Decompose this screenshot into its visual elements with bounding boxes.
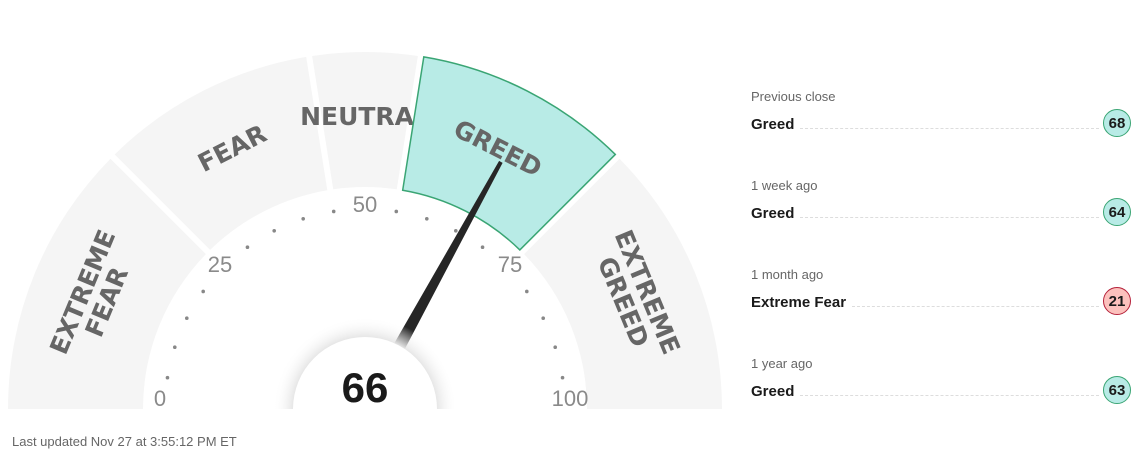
tick-label: 25 [208,252,232,277]
history-label: 1 week ago [751,178,818,193]
tick-dot [331,209,336,214]
tick-dot [301,216,305,221]
tick-dot [453,228,458,233]
tick-label: 50 [353,192,377,217]
gauge-segment [524,158,722,409]
segment-label-line: NEUTRAL [300,102,430,131]
history-row-previous-close: Previous close Greed 68 [751,89,1131,178]
history-value-badge: 21 [1103,287,1131,315]
history-label: Previous close [751,89,836,104]
history-label: 1 year ago [751,356,813,371]
history-value-badge: 63 [1103,376,1131,404]
gauge-segment [312,51,418,190]
tick-dot [184,316,189,321]
tick-dot [480,245,485,249]
gauge-segment [114,56,328,250]
current-value: 66 [342,364,389,411]
tick-dot [245,245,250,249]
history-row-1-month: 1 month ago Extreme Fear 21 [751,267,1131,356]
history-rating: Extreme Fear [751,293,847,311]
tick-dot [165,375,170,380]
gauge-needle [394,160,503,349]
dotted-leader [852,305,1099,307]
last-updated: Last updated Nov 27 at 3:55:12 PM ET [12,434,237,449]
tick-dot [394,209,399,214]
tick-dot [172,345,177,349]
dotted-leader [800,394,1099,396]
segment-label: NEUTRAL [300,102,430,131]
history-panel: Previous close Greed 68 1 week ago Greed 6… [751,89,1131,404]
dotted-leader [800,127,1099,129]
tick-label: 100 [552,386,589,411]
tick-dot [425,216,429,221]
history-value-badge: 68 [1103,109,1131,137]
gauge-segment [8,158,206,409]
tick-label: 75 [498,252,522,277]
history-row-1-week: 1 week ago Greed 64 [751,178,1131,267]
tick-dot [541,316,546,321]
center-dial [293,337,437,409]
history-rating: Greed [751,204,795,222]
tick-dot [553,345,558,349]
tick-dot [525,289,529,294]
tick-label: 0 [154,386,166,411]
history-label: 1 month ago [751,267,824,282]
tick-dot [201,289,205,294]
history-value-badge: 64 [1103,198,1131,226]
dotted-leader [800,216,1099,218]
history-rating: Greed [751,115,795,133]
history-row-1-year: 1 year ago Greed 63 [751,356,1131,404]
tick-dot [560,375,565,380]
history-rating: Greed [751,382,795,400]
gauge-segment [401,56,617,251]
tick-dot [272,228,277,233]
